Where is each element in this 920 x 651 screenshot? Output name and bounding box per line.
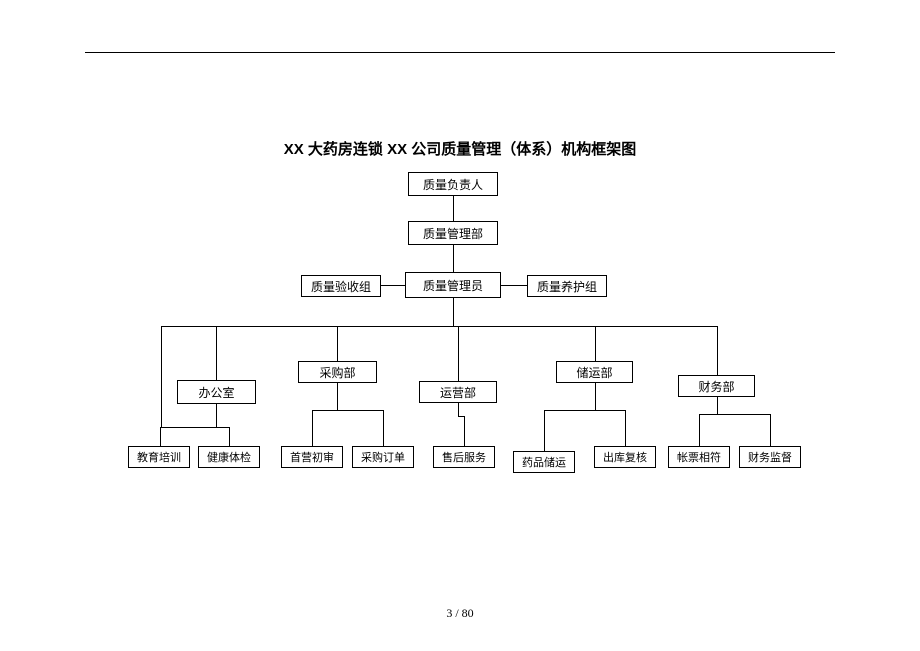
edge-5 xyxy=(161,326,717,327)
node-ticket: 帐票相符 xyxy=(668,446,730,468)
edge-13 xyxy=(160,427,230,428)
edge-8 xyxy=(337,326,338,361)
node-office: 办公室 xyxy=(177,380,256,404)
edge-16 xyxy=(337,383,338,410)
node-health: 健康体检 xyxy=(198,446,260,468)
edge-18 xyxy=(312,410,313,446)
node-after: 售后服务 xyxy=(433,446,495,468)
node-root: 质量负责人 xyxy=(408,172,498,196)
edge-26 xyxy=(625,410,626,446)
node-order: 采购订单 xyxy=(352,446,414,468)
edge-3 xyxy=(501,285,527,286)
edge-24 xyxy=(544,410,626,411)
edge-14 xyxy=(160,427,161,446)
node-maintain: 质量养护组 xyxy=(527,275,607,297)
edge-0 xyxy=(453,196,454,221)
node-qm_dept: 质量管理部 xyxy=(408,221,498,245)
edge-11 xyxy=(717,326,718,375)
edge-22 xyxy=(464,416,465,446)
node-operate: 运营部 xyxy=(419,381,497,403)
node-purchase: 采购部 xyxy=(298,361,377,383)
edge-20 xyxy=(458,403,459,416)
edge-1 xyxy=(453,245,454,272)
node-accept: 质量验收组 xyxy=(301,275,381,297)
edge-12 xyxy=(216,404,217,427)
edge-4 xyxy=(453,298,454,326)
edge-10 xyxy=(595,326,596,361)
node-finance: 财务部 xyxy=(678,375,755,397)
edge-17 xyxy=(312,410,384,411)
edge-2 xyxy=(381,285,405,286)
page-number: 3 / 80 xyxy=(0,606,920,621)
edge-30 xyxy=(770,414,771,446)
edge-28 xyxy=(699,414,771,415)
edge-6 xyxy=(161,326,162,427)
edge-23 xyxy=(595,383,596,410)
edge-9 xyxy=(458,326,459,381)
node-qm_staff: 质量管理员 xyxy=(405,272,501,298)
node-super: 财务监督 xyxy=(739,446,801,468)
node-out: 出库复核 xyxy=(594,446,656,468)
edge-29 xyxy=(699,414,700,446)
node-edu: 教育培训 xyxy=(128,446,190,468)
edge-27 xyxy=(717,397,718,414)
node-first_rev: 首营初审 xyxy=(281,446,343,468)
edge-25 xyxy=(544,410,545,451)
org-chart: 质量负责人质量管理部质量管理员 质量验收组 质量养护组办公室 采购部运营部 储运部财务部… xyxy=(0,0,920,651)
edge-15 xyxy=(229,427,230,446)
edge-7 xyxy=(216,326,217,380)
node-drug: 药品储运 xyxy=(513,451,575,473)
edge-19 xyxy=(383,410,384,446)
node-store: 储运部 xyxy=(556,361,633,383)
